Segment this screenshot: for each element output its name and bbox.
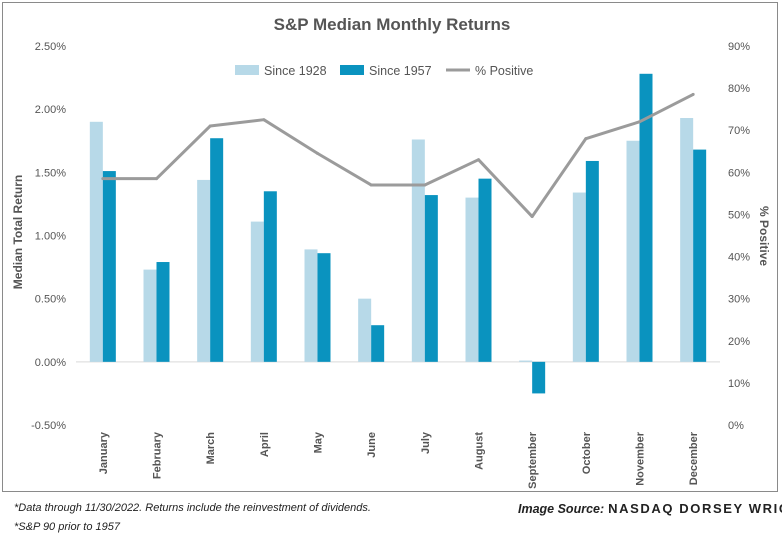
bar-since-1957-april <box>263 191 277 362</box>
point-positive-january <box>101 177 105 181</box>
bar-since-1957-march <box>210 138 224 362</box>
category-label-november: November <box>635 431 647 486</box>
bar-since-1928-june <box>358 298 372 362</box>
category-label-october: October <box>581 431 593 474</box>
legend-label-pct-positive: % Positive <box>475 64 533 78</box>
y-tick-label: 2.50% <box>35 41 66 53</box>
bar-since-1928-january <box>89 121 103 362</box>
point-positive-june <box>369 183 373 187</box>
bar-since-1957-may <box>317 253 331 362</box>
legend-swatch-since-1957 <box>340 65 364 75</box>
bar-since-1957-august <box>478 178 492 362</box>
category-label-september: September <box>527 431 539 489</box>
y2-tick-label: 50% <box>728 209 750 221</box>
bar-since-1928-march <box>197 179 211 362</box>
y-axis-title: Median Total Return <box>11 175 25 289</box>
y-tick-label: -0.50% <box>31 420 66 432</box>
y2-tick-label: 10% <box>728 378 750 390</box>
y2-tick-label: 80% <box>728 83 750 95</box>
x-axis-categories: January February March April May June July Augu… <box>98 431 700 489</box>
y2-tick-label: 30% <box>728 294 750 306</box>
legend: Since 1928 Since 1957 % Positive <box>235 64 533 78</box>
legend-label-since-1957: Since 1957 <box>369 64 432 78</box>
image-source-label: Image Source: <box>518 502 605 516</box>
y2-tick-label: 0% <box>728 420 744 432</box>
image-source: Image Source:NASDAQ DORSEY WRIGHT <box>518 500 782 518</box>
category-label-june: June <box>366 432 378 458</box>
point-positive-september <box>530 215 534 219</box>
bar-since-1928-october <box>572 192 586 362</box>
y2-tick-label: 60% <box>728 167 750 179</box>
y-tick-label: 0.50% <box>35 294 66 306</box>
point-positive-april <box>262 118 266 122</box>
point-positive-july <box>423 183 427 187</box>
bar-since-1928-august <box>465 197 479 362</box>
y2-tick-label: 40% <box>728 252 750 264</box>
y2-tick-label: 70% <box>728 125 750 137</box>
point-positive-october <box>584 137 588 141</box>
bar-since-1957-june <box>371 325 385 362</box>
legend-swatch-since-1928 <box>235 65 259 75</box>
y-tick-label: 1.00% <box>35 231 66 243</box>
point-positive-may <box>316 151 319 155</box>
bar-since-1928-december <box>680 118 694 362</box>
category-label-january: January <box>98 431 110 474</box>
bar-since-1928-november <box>626 140 640 362</box>
footnote-data-through: *Data through 11/30/2022. Returns includ… <box>14 502 371 514</box>
bar-since-1957-september <box>532 361 546 394</box>
point-positive-december <box>691 92 695 96</box>
bar-since-1957-july <box>424 195 438 362</box>
y-tick-label: 1.50% <box>35 167 66 179</box>
footnote-sp90: *S&P 90 prior to 1957 <box>14 521 120 533</box>
bar-since-1957-february <box>156 262 170 362</box>
point-positive-february <box>155 177 158 181</box>
y-axis-left: 2.50% 2.00% 1.50% 1.00% 0.50% 0.00% -0.50% <box>31 41 66 432</box>
y-tick-label: 0.00% <box>35 357 66 369</box>
bar-since-1957-november <box>639 73 653 362</box>
legend-label-since-1928: Since 1928 <box>264 64 327 78</box>
bar-since-1957-december <box>693 149 707 362</box>
bar-since-1928-april <box>250 221 264 362</box>
chart-frame <box>2 2 778 492</box>
y-tick-label: 2.00% <box>35 104 66 116</box>
chart: S&P Median Monthly Returns Since 1928 Si… <box>11 15 771 489</box>
image-source-brand: NASDAQ DORSEY WRIGHT <box>608 501 782 516</box>
pct-positive-line <box>101 92 695 219</box>
bar-since-1957-october <box>585 160 599 362</box>
bar-since-1957-january <box>102 171 116 362</box>
bar-since-1928-september <box>519 360 533 362</box>
category-label-december: December <box>688 431 700 485</box>
point-positive-march <box>208 124 212 128</box>
bars <box>89 73 707 394</box>
point-positive-august <box>477 158 480 162</box>
bar-since-1928-may <box>304 249 318 362</box>
category-label-may: May <box>313 431 325 453</box>
category-label-july: July <box>420 431 432 454</box>
category-label-march: March <box>205 432 217 465</box>
category-label-april: April <box>259 432 271 457</box>
line-positive <box>102 93 694 219</box>
chart-title: S&P Median Monthly Returns <box>274 15 511 34</box>
category-label-february: February <box>152 431 164 479</box>
point-positive-november <box>638 120 641 124</box>
bar-since-1928-february <box>143 269 157 362</box>
y-axis-right: 90% 80% 70% 60% 50% 40% 30% 20% 10% 0% <box>728 41 750 432</box>
y2-tick-label: 20% <box>728 336 750 348</box>
category-label-august: August <box>474 432 486 470</box>
bar-since-1928-july <box>411 139 425 362</box>
y2-axis-title: % Positive <box>757 206 771 266</box>
y2-tick-label: 90% <box>728 41 750 53</box>
